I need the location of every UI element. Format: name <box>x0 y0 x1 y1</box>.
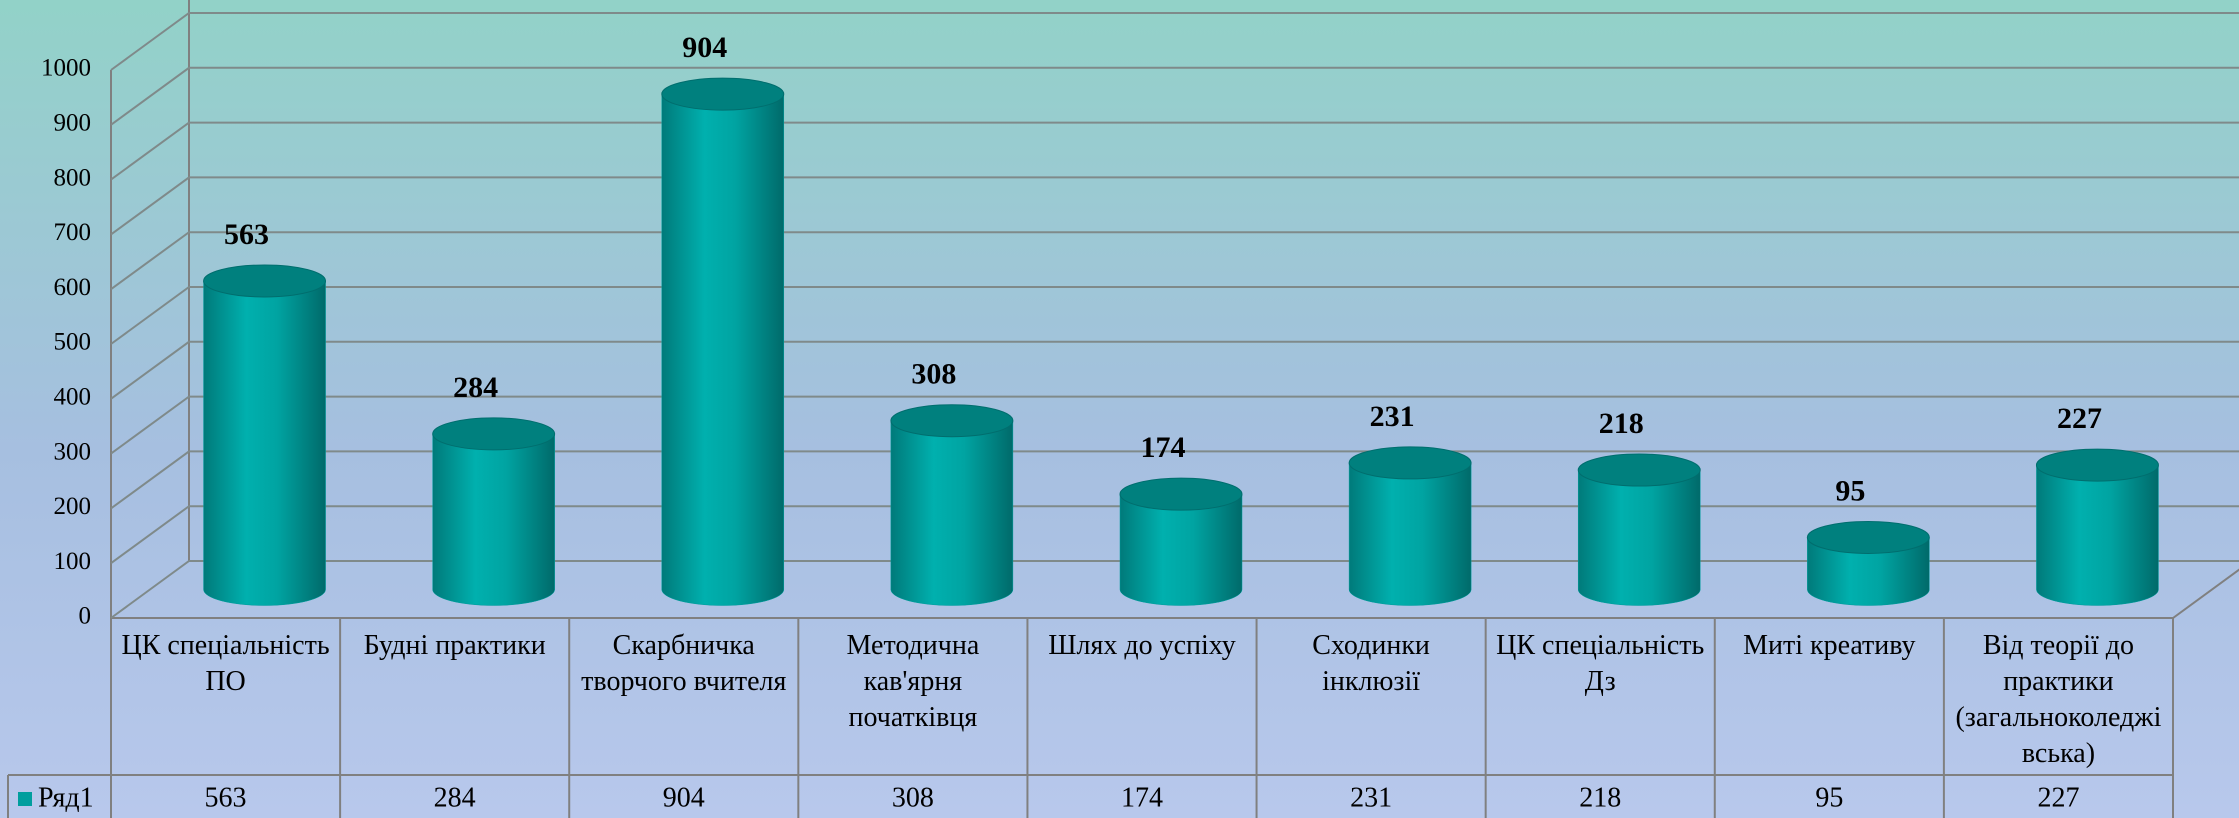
grid-line <box>110 286 2239 345</box>
grid-line <box>110 121 2239 181</box>
data-label: 231 <box>1370 400 1415 433</box>
y-tick-label: 700 <box>54 219 92 246</box>
bar <box>2036 464 2159 606</box>
x-tick-label: ЦК спеціальність Дз <box>1496 630 1705 697</box>
x-tick-label: Методична кав'ярня початківця <box>846 630 980 733</box>
y-tick-label: 400 <box>54 384 92 411</box>
category-cell: Миті креативу <box>1743 630 1916 661</box>
cylinder-top <box>203 264 327 298</box>
y-tick-label: 500 <box>54 329 92 356</box>
x-tick-label: Сходинки інклюзії <box>1312 630 1430 697</box>
category-cell: Методична кав'ярня початківця <box>846 630 980 733</box>
y-tick-label: 1000 <box>41 55 91 82</box>
bar <box>661 93 785 606</box>
grid-line <box>110 231 2239 291</box>
table-value: 227 <box>2037 782 2079 813</box>
data-label: 95 <box>1835 474 1865 507</box>
grid-line <box>110 66 2239 126</box>
bar <box>1577 469 1701 606</box>
x-tick-label: Скарбничка творчого вчителя <box>581 630 787 697</box>
cylinder-top <box>2035 448 2159 482</box>
grid-line <box>110 505 2239 565</box>
bar <box>1348 462 1472 606</box>
y-tick-label: 100 <box>54 548 92 575</box>
data-label: 563 <box>224 218 269 251</box>
grid-line <box>110 450 2239 510</box>
data-label: 218 <box>1599 407 1644 440</box>
table-value: 218 <box>1579 782 1621 813</box>
bar <box>432 433 555 606</box>
category-cell: ЦК спеціальність ПО <box>121 630 330 697</box>
table-value: 904 <box>663 782 705 813</box>
data-label: 174 <box>1141 431 1186 464</box>
cylinder-top <box>1119 477 1243 511</box>
legend-swatch <box>18 792 32 806</box>
table-value: 563 <box>205 782 247 813</box>
grid-line <box>110 12 2239 71</box>
category-cell: ЦК спеціальність Дз <box>1496 630 1705 697</box>
data-table: ЦК спеціальність ПО Будні практики Скарбни… <box>7 618 2174 818</box>
grid-line <box>110 560 2239 619</box>
y-tick-label: 300 <box>54 438 92 465</box>
x-tick-label: Від теорії до практики (загальноколеджів… <box>1955 630 2162 769</box>
bar <box>890 420 1014 606</box>
table-value: 308 <box>892 782 934 813</box>
table-value: 95 <box>1815 782 1843 813</box>
cylinder-top <box>890 404 1014 438</box>
table-value: 284 <box>434 782 476 813</box>
category-cell: Будні практики <box>363 630 546 661</box>
grid-line <box>110 340 2239 400</box>
x-tick-label: ЦК спеціальність ПО <box>121 630 330 697</box>
cylinder-top <box>1348 446 1472 480</box>
x-tick-label: Будні практики <box>363 630 546 661</box>
y-tick-label: 0 <box>79 603 92 630</box>
category-cell: Скарбничка творчого вчителя <box>581 630 787 697</box>
table-value: 231 <box>1350 782 1392 813</box>
category-cell: Сходинки інклюзії <box>1312 630 1430 697</box>
bar <box>1807 537 1930 606</box>
cylinder-top <box>432 417 556 451</box>
cylinder-top <box>661 77 785 111</box>
grid-line <box>110 395 2239 455</box>
bar <box>1119 493 1243 606</box>
legend-label: Ряд1 <box>38 782 94 813</box>
data-label: 904 <box>682 31 727 64</box>
y-tick-label: 900 <box>54 110 92 137</box>
data-label: 308 <box>911 358 956 391</box>
x-tick-label: Шлях до успіху <box>1048 630 1236 661</box>
table-value: 174 <box>1121 782 1163 813</box>
data-label: 227 <box>2057 402 2102 435</box>
category-cell: Від теорії до практики (загальноколеджів… <box>1955 630 2162 769</box>
y-tick-label: 800 <box>54 164 92 191</box>
x-tick-label: Миті креативу <box>1743 630 1916 661</box>
cylinder-top <box>1577 453 1701 487</box>
category-cell: Шлях до успіху <box>1048 630 1236 661</box>
data-label: 284 <box>453 371 498 404</box>
bar <box>203 280 326 606</box>
cylinder-top <box>1806 520 1930 554</box>
y-tick-label: 600 <box>54 274 92 301</box>
y-tick-label: 200 <box>54 493 92 520</box>
grid-line <box>110 176 2239 236</box>
